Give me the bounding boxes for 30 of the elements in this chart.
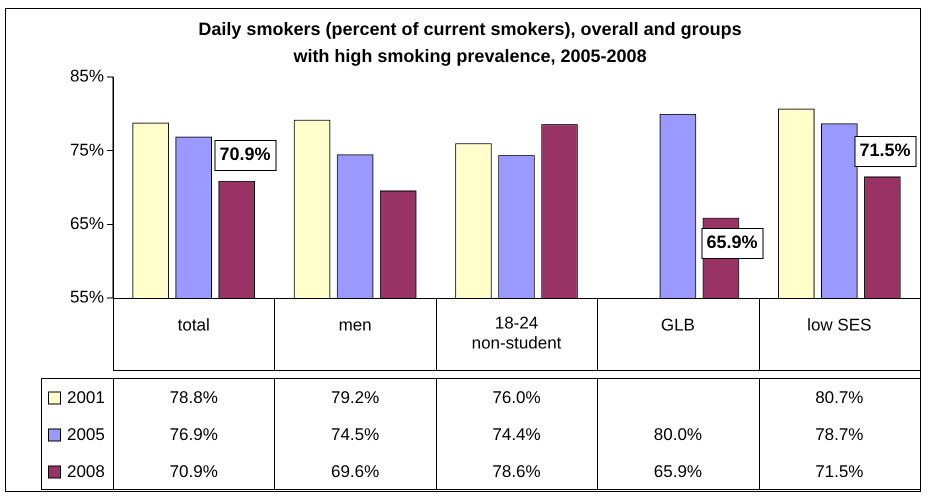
- data-label: 80.0%: [654, 425, 702, 444]
- x-tick-label: total: [178, 316, 210, 335]
- data-label: 80.7%: [815, 388, 864, 408]
- y-tick-label: 55%: [70, 288, 104, 307]
- data-label: 76.0%: [492, 388, 541, 408]
- annotation: 65.9%: [706, 232, 758, 252]
- legend-label: 2001: [67, 388, 105, 408]
- annotation: 71.5%: [859, 140, 911, 160]
- x-tick-label: men: [338, 316, 372, 335]
- y-tick-label: 75%: [70, 140, 104, 160]
- data-label: 74.4%: [492, 425, 541, 444]
- data-label: 78.7%: [815, 425, 864, 444]
- data-label: 76.9%: [170, 425, 218, 444]
- data-label: 69.6%: [331, 462, 380, 482]
- data-label: 71.5%: [815, 462, 864, 482]
- x-tick-label: 18-24 non-student: [472, 314, 562, 353]
- y-tick-label: 85%: [70, 66, 104, 86]
- data-label: 78.8%: [170, 388, 218, 408]
- data-label: 78.6%: [492, 462, 541, 482]
- chart-title: Daily smokers (percent of current smokers), overall and groups with high smoking prevalence, 2005-2008: [198, 18, 742, 66]
- legend-label: 2005: [67, 425, 105, 444]
- data-label: 74.5%: [331, 425, 380, 444]
- y-tick-label: 65%: [70, 214, 104, 234]
- x-tick-label: GLB: [660, 316, 695, 335]
- data-label: 70.9%: [170, 462, 218, 482]
- x-tick-label: low SES: [807, 316, 872, 335]
- data-label: 65.9%: [654, 462, 702, 482]
- data-label: 79.2%: [331, 388, 380, 408]
- annotation: 70.9%: [219, 144, 271, 164]
- legend-label: 2008: [67, 462, 105, 482]
